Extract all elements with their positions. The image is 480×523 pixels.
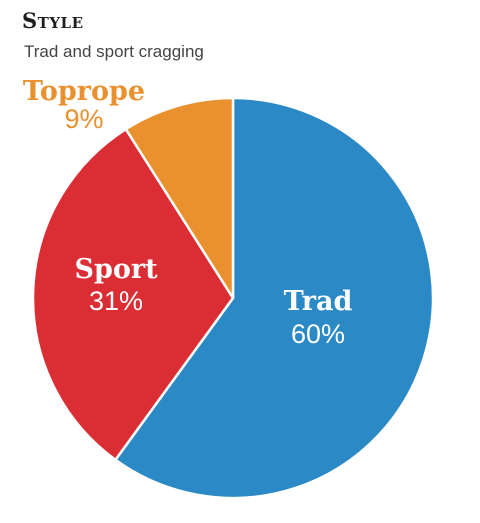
slice-label-sport: Sport bbox=[74, 254, 158, 285]
chart-subtitle: Trad and sport cragging bbox=[24, 42, 204, 61]
pie-slice-toprope bbox=[124, 96, 235, 300]
slice-label-toprope: Toprope bbox=[23, 76, 145, 107]
slice-value-toprope: 9% bbox=[64, 104, 103, 134]
pie-slice-sport bbox=[31, 127, 235, 462]
slice-label-trad: Trad bbox=[284, 286, 353, 317]
slice-value-sport: 31% bbox=[89, 286, 143, 316]
pie-slice-trad bbox=[114, 96, 435, 500]
slice-value-trad: 60% bbox=[291, 319, 345, 349]
chart-title: Style bbox=[22, 8, 84, 33]
